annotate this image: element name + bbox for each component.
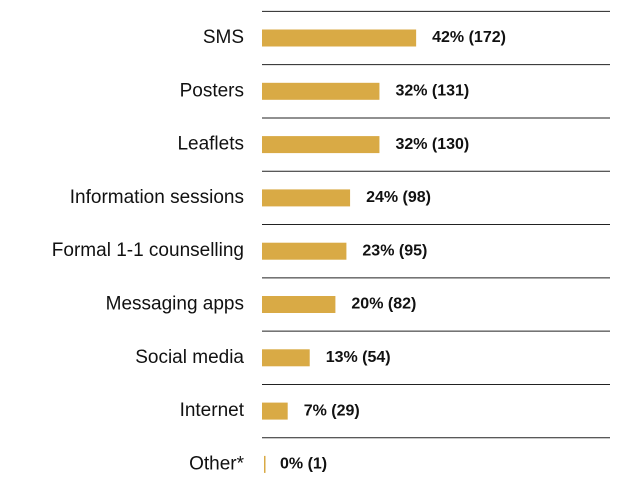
category-label: Other*	[189, 453, 245, 474]
bar	[262, 349, 310, 367]
value-label: 42% (172)	[432, 29, 506, 46]
bar	[262, 296, 336, 313]
category-label: Posters	[180, 80, 244, 101]
category-label: Information sessions	[70, 187, 244, 208]
bar	[262, 402, 288, 420]
category-label: Messaging apps	[106, 294, 244, 315]
value-label: 24% (98)	[366, 189, 431, 206]
category-label: SMS	[203, 27, 244, 48]
category-label: Leaflets	[177, 134, 244, 155]
value-label: 20% (82)	[351, 296, 416, 313]
value-label: 32% (130)	[395, 136, 469, 153]
category-label: Internet	[180, 400, 245, 421]
bar	[262, 82, 380, 100]
bar	[262, 136, 380, 154]
bar	[262, 29, 417, 47]
category-label: Social media	[135, 347, 244, 368]
value-label: 32% (131)	[395, 83, 469, 100]
bar	[262, 189, 351, 207]
bar	[262, 242, 347, 260]
bar	[264, 455, 266, 473]
value-label: 13% (54)	[326, 349, 391, 366]
value-label: 23% (95)	[362, 242, 427, 259]
category-label: Formal 1-1 counselling	[52, 240, 244, 261]
value-label: 0% (1)	[280, 456, 327, 473]
value-label: 7% (29)	[304, 402, 360, 419]
